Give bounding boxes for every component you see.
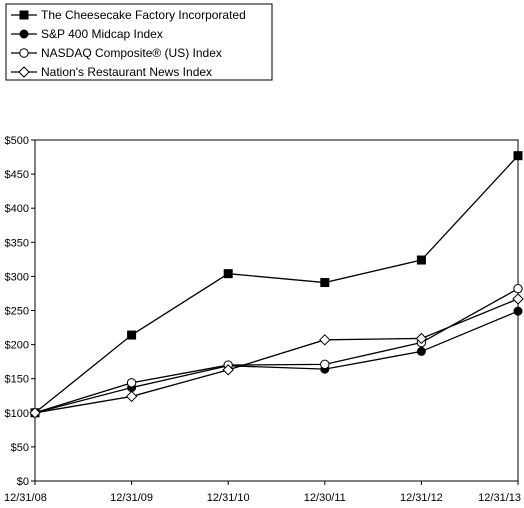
x-axis: 12/31/08 12/31/09 12/31/10 12/30/11 12/31/12… — [4, 481, 521, 504]
y-tick-label: $350 — [5, 237, 29, 249]
data-point — [416, 346, 426, 356]
data-point — [222, 364, 234, 376]
y-tick-label: $150 — [5, 374, 29, 386]
legend-marker — [18, 66, 30, 78]
x-tick-label: 12/31/09 — [110, 492, 153, 504]
data-point — [125, 390, 138, 403]
y-tick-label: $250 — [5, 306, 29, 318]
legend-label: Nation's Restaurant News Index — [41, 65, 212, 79]
data-point — [320, 359, 330, 370]
legend: The Cheesecake Factory Incorporated S&P 4… — [5, 3, 273, 81]
y-tick-label: $0 — [17, 476, 29, 488]
data-point — [126, 378, 137, 388]
legend-label: The Cheesecake Factory Incorporated — [41, 8, 246, 22]
y-tick-label: $200 — [5, 340, 29, 352]
y-tick-label: $500 — [5, 135, 29, 147]
x-tick-label: 12/31/12 — [400, 492, 443, 504]
series-line — [34, 310, 519, 414]
data-point — [415, 332, 428, 345]
data-point — [223, 269, 233, 279]
data-point — [416, 255, 426, 265]
legend-marker — [19, 10, 29, 20]
x-tick-label: 12/31/08 — [4, 492, 47, 504]
data-point — [320, 278, 330, 288]
data-point — [127, 330, 137, 340]
series-3 — [30, 283, 523, 418]
x-tick-label: 12/31/13 — [478, 492, 521, 504]
legend-label: S&P 400 Midcap Index — [41, 27, 163, 41]
series-layer — [29, 151, 524, 419]
y-tick-label: $400 — [5, 203, 29, 215]
plot-area-frame — [34, 139, 519, 482]
series-line — [34, 288, 519, 414]
y-tick-label: $450 — [5, 169, 29, 181]
y-tick-label: $50 — [11, 442, 29, 454]
series-1 — [30, 151, 523, 418]
y-tick-label: $100 — [5, 408, 29, 420]
series-4 — [29, 293, 524, 419]
data-point — [29, 407, 41, 419]
y-tick-label: $300 — [5, 271, 29, 283]
data-point — [513, 283, 523, 294]
data-point — [513, 306, 523, 316]
series-line — [34, 298, 519, 414]
data-point — [513, 151, 523, 161]
legend-marker — [19, 29, 29, 39]
legend-label: NASDAQ Composite® (US) Index — [41, 46, 222, 60]
data-point — [512, 293, 524, 305]
x-tick-label: 12/30/11 — [304, 492, 346, 504]
legend-box — [5, 3, 273, 81]
x-tick-label: 12/31/10 — [207, 492, 250, 504]
series-line — [34, 155, 519, 414]
legend-marker — [19, 48, 29, 58]
data-point — [319, 334, 331, 346]
y-axis: $0 $50 $100 $150 $200 $250 $300 $350 $400 $450 $50… — [5, 135, 35, 488]
